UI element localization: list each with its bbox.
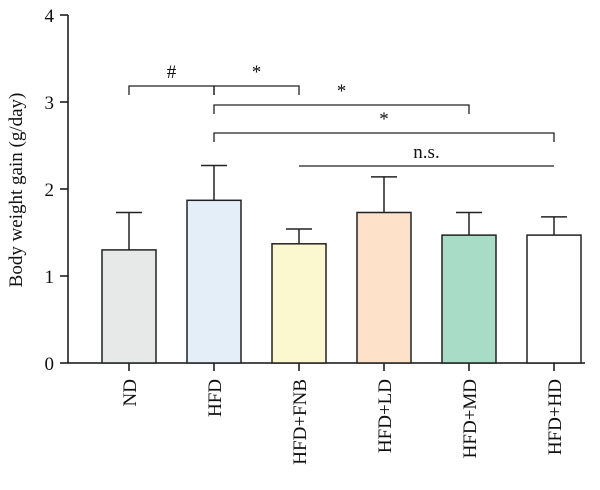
y-tick-label: 3 [45, 93, 55, 114]
significance-label: * [252, 62, 262, 83]
bar [441, 234, 497, 364]
significance-bracket [213, 85, 300, 95]
significance-label: * [337, 81, 347, 102]
bar [186, 199, 242, 364]
y-tick-label: 1 [45, 267, 55, 288]
bars-group [101, 164, 582, 364]
significance-label: * [379, 109, 389, 130]
bar [101, 249, 157, 364]
axes: 0 1 2 3 4 ND HFD HFD+FNB HFD+LD HFD+MD HFD+HD [45, 6, 585, 465]
x-category-label: HFD [205, 379, 226, 417]
bar [271, 243, 327, 364]
x-category-label: HFD+HD [545, 379, 566, 455]
bar [526, 234, 582, 364]
bar [356, 211, 412, 364]
x-category-label: HFD+FNB [290, 379, 311, 465]
x-category-label: HFD+MD [460, 379, 481, 458]
significance-bracket [213, 104, 470, 114]
significance-bracket [213, 132, 555, 142]
y-tick-label: 0 [45, 354, 55, 375]
significance-group: # * * * n.s. [128, 62, 555, 167]
significance-bracket [128, 85, 215, 95]
y-tick-label: 2 [45, 180, 55, 201]
significance-label: n.s. [413, 142, 439, 163]
y-tick-label: 4 [45, 6, 55, 27]
x-category-label: ND [120, 379, 141, 406]
x-category-label: HFD+LD [375, 379, 396, 453]
significance-label: # [167, 62, 177, 83]
y-axis-title: Body weight gain (g/day) [6, 93, 27, 288]
